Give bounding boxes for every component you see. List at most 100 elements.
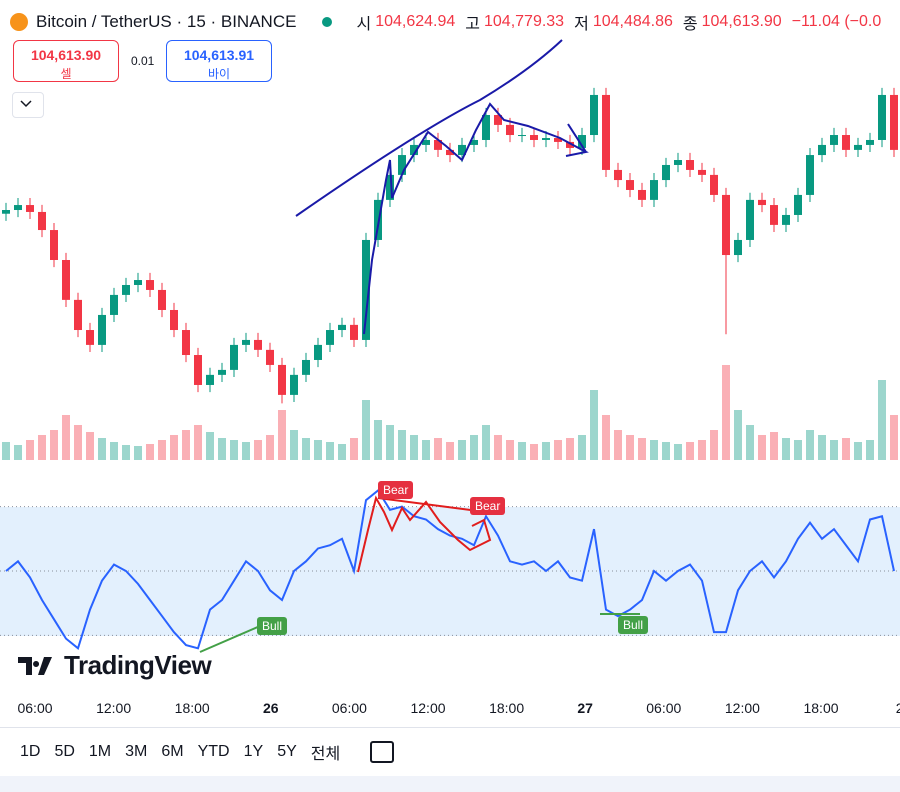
range-button[interactable]: YTD xyxy=(197,743,230,760)
volume-bar xyxy=(470,435,478,460)
buy-price: 104,613.91 xyxy=(183,47,255,63)
ohlc-label: 시 xyxy=(356,16,372,33)
volume-bar xyxy=(758,435,766,460)
range-button[interactable]: 1M xyxy=(88,743,112,760)
drawn-divergence xyxy=(357,495,492,573)
volume-bar xyxy=(350,438,358,460)
candle-body xyxy=(194,355,202,385)
volume-bar xyxy=(110,442,118,460)
candle-body xyxy=(650,180,658,200)
buy-button[interactable]: 104,613.91 바이 xyxy=(166,40,272,82)
candle-body xyxy=(878,94,886,140)
candle-body xyxy=(698,169,706,175)
candle-body xyxy=(254,339,262,350)
range-button[interactable]: 6M xyxy=(161,743,184,760)
candle-body xyxy=(74,299,82,331)
time-axis: 06:00 12:00 18:00 26 06:00 12:00 18:00 27 06:00 1… xyxy=(0,700,900,720)
candle-body xyxy=(410,144,418,156)
change: −11.04 (−0.0 xyxy=(791,13,882,30)
volume-bar xyxy=(374,420,382,460)
volume-bar xyxy=(554,440,562,460)
volume-bar xyxy=(122,445,130,460)
volume-bar xyxy=(134,446,142,460)
volume-bar xyxy=(170,435,178,460)
volume-bar xyxy=(614,430,622,460)
candle-body xyxy=(122,284,130,295)
volume-bar xyxy=(218,438,226,460)
volume-bar xyxy=(806,430,814,460)
ohlc-value: 104,613.90 xyxy=(701,13,782,30)
candle-body xyxy=(770,205,778,225)
volume-bar xyxy=(158,440,166,460)
candle-body xyxy=(158,289,166,310)
volume-bar xyxy=(302,438,310,460)
candle-body xyxy=(734,239,742,256)
volume-bar xyxy=(398,430,406,460)
volume-bar xyxy=(542,442,550,460)
candle-body xyxy=(806,155,814,195)
volume-bar xyxy=(530,444,538,460)
volume-bar xyxy=(62,415,70,460)
candle-body xyxy=(26,205,34,212)
collapse-button[interactable] xyxy=(12,92,44,118)
volume-bar xyxy=(830,440,838,460)
logo-mark xyxy=(18,656,52,675)
ohlc-value: 104,779.33 xyxy=(484,13,565,30)
range-button[interactable]: 1D xyxy=(20,743,41,760)
date-range-button[interactable] xyxy=(370,741,395,763)
volume-bar xyxy=(386,425,394,460)
range-button[interactable]: 5D xyxy=(54,743,75,760)
candle-body xyxy=(782,214,790,225)
volume-bar xyxy=(38,435,46,460)
volume-bar xyxy=(878,380,886,460)
volume-bar xyxy=(446,442,454,460)
time-label: 2 xyxy=(895,700,900,716)
symbol-header: Bitcoin / TetherUS · 15 · BINANCE 시 104,6… xyxy=(10,10,881,34)
candle-body xyxy=(386,174,394,200)
candle-body xyxy=(602,94,610,170)
candle-body xyxy=(110,294,118,315)
sell-button[interactable]: 104,613.90 셀 xyxy=(13,40,119,82)
spread: 0.01 xyxy=(131,54,155,68)
volume-bar xyxy=(434,438,442,460)
volume-bar xyxy=(842,438,850,460)
drawn-path xyxy=(363,102,589,335)
volume-bar xyxy=(566,438,574,460)
symbol[interactable]: Bitcoin / TetherUS · 15 · BINANCE xyxy=(36,12,297,31)
volume-bar xyxy=(794,440,802,460)
range-button[interactable]: 3M xyxy=(125,743,148,760)
time-label: 12:00 xyxy=(724,700,760,716)
volume-bar xyxy=(146,444,154,460)
candle-body xyxy=(542,138,550,140)
volume-bar xyxy=(422,440,430,460)
volume-bar xyxy=(326,442,334,460)
candle-body xyxy=(578,135,586,148)
volume-bar xyxy=(254,440,262,460)
candle-body xyxy=(818,144,826,156)
volume-bar xyxy=(362,400,370,460)
range-button[interactable]: 1Y xyxy=(243,743,264,760)
volume-bar xyxy=(50,430,58,460)
volume-bar xyxy=(494,435,502,460)
candle-body xyxy=(614,169,622,181)
range-button[interactable]: 5Y xyxy=(277,743,297,760)
rsi-line xyxy=(5,489,895,650)
logo[interactable]: TradingView xyxy=(18,650,212,681)
volume-bar xyxy=(854,442,862,460)
volume-bar xyxy=(662,442,670,460)
volume-bar xyxy=(734,410,742,460)
volume-bar xyxy=(14,445,22,460)
candle-body xyxy=(458,144,466,156)
candle-body xyxy=(350,324,358,340)
candle-body xyxy=(38,211,46,231)
candle-body xyxy=(278,364,286,395)
candle-body xyxy=(218,369,226,375)
sell-label: 셀 xyxy=(60,67,72,81)
candle-body xyxy=(398,155,406,175)
drawn-trendline xyxy=(295,39,563,217)
volume-bar xyxy=(26,440,34,460)
range-button[interactable]: 전체 xyxy=(310,746,341,763)
volume-bar xyxy=(278,410,286,460)
volume-bar xyxy=(818,435,826,460)
